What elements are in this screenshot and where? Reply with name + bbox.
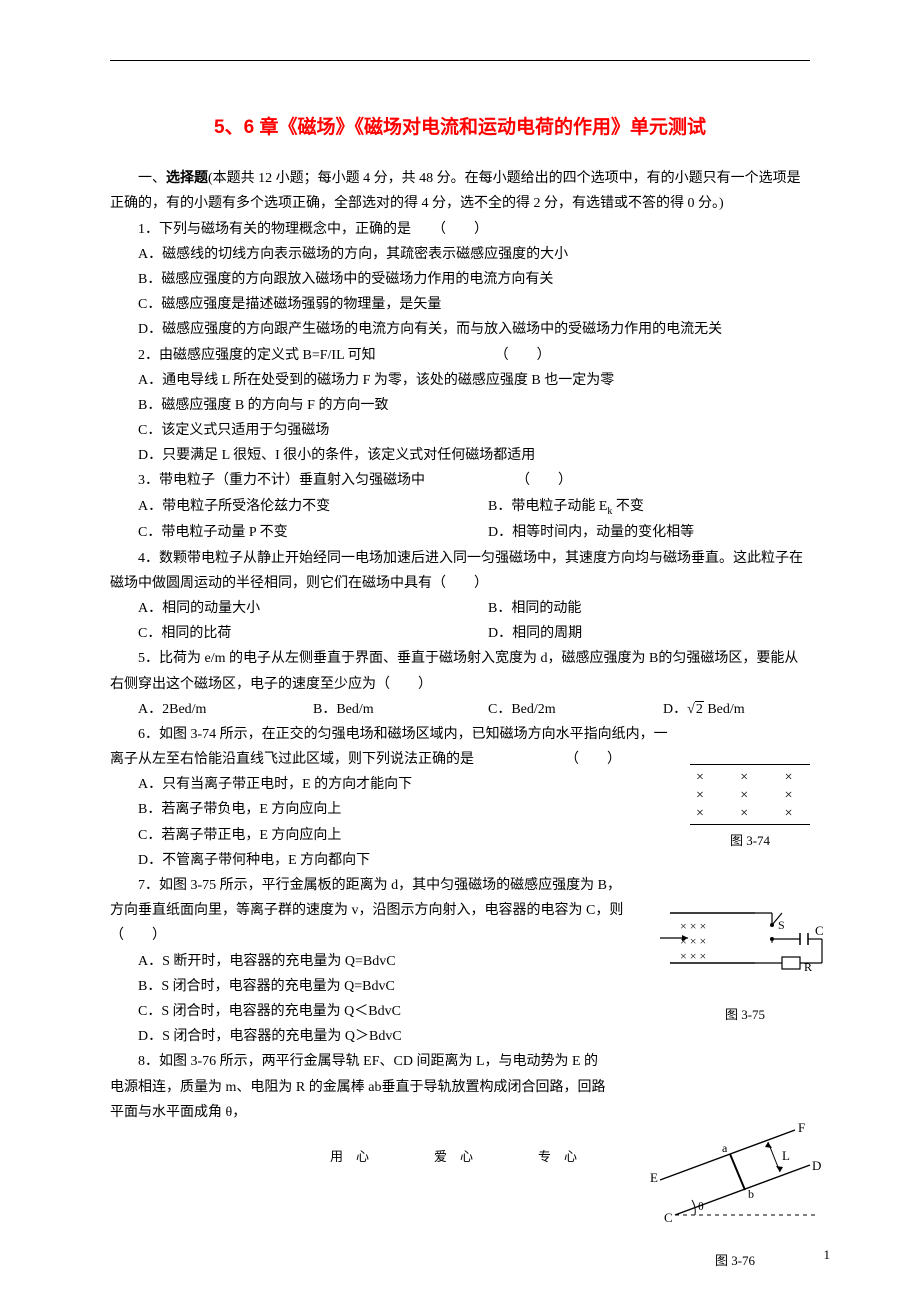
q1-opt-a: A．磁感线的切线方向表示磁场的方向，其疏密表示磁感应强度的大小 [110, 242, 810, 267]
cross-icon: × × × [680, 949, 706, 963]
svg-text:F: F [798, 1120, 805, 1135]
q5-stem: 5．比荷为 e/m 的电子从左侧垂直于界面、垂直于磁场射入宽度为 d，磁感应强度… [110, 646, 810, 696]
q4-row2: C．相同的比荷 D．相同的周期 [110, 621, 810, 646]
q5-d-pre: D． [663, 702, 687, 717]
page-container: 5、6 章《磁场》《磁场对电流和运动电荷的作用》单元测试 一、选择题(本题共 1… [0, 0, 920, 1302]
fig74-row2: × × × [696, 787, 804, 805]
svg-text:R: R [804, 960, 812, 974]
q1-opt-d: D．磁感应强度的方向跟产生磁场的电流方向有关，而与放入磁场中的受磁场力作用的电流… [110, 317, 810, 342]
fig76-svg: L F D E C a b θ [640, 1120, 830, 1235]
top-rule [110, 60, 810, 61]
svg-text:a: a [722, 1141, 728, 1155]
q3-row1: A．带电粒子所受洛伦兹力不变 B．带电粒子动能 Ek 不变 [110, 494, 810, 521]
section-intro: 一、选择题(本题共 12 小题；每小题 4 分，共 48 分。在每小题给出的四个… [110, 165, 810, 216]
figure-3-75: × × × × × × × × × S C R [660, 895, 830, 1027]
q3-opt-c: C．带电粒子动量 P 不变 [110, 520, 460, 545]
section-name: 选择题 [166, 169, 208, 185]
section-label: 一、 [138, 171, 166, 186]
fig75-label: 图 3-75 [660, 1003, 830, 1026]
q8-stem: 8．如图 3-76 所示，两平行金属导轨 EF、CD 间距离为 L，与电动势为 … [110, 1049, 810, 1125]
fig74-box: × × × × × × × × × [690, 764, 810, 825]
q1-opt-c: C．磁感应强度是描述磁场强弱的物理量，是矢量 [110, 292, 810, 317]
svg-text:b: b [748, 1187, 754, 1201]
q5-d-sqrt: 2 [695, 701, 704, 717]
q2-opt-d: D．只要满足 L 很短、I 很小的条件，该定义式对任何磁场都适用 [110, 443, 810, 468]
q2-opt-c: C．该定义式只适用于匀强磁场 [110, 418, 810, 443]
section-desc: (本题共 12 小题；每小题 4 分，共 48 分。在每小题给出的四个选项中，有… [110, 171, 801, 211]
figure-3-74: × × × × × × × × × 图 3-74 [690, 764, 810, 852]
q5-opt-a: A．2Bed/m [110, 697, 285, 722]
q4-row1: A．相同的动量大小 B．相同的动能 [110, 596, 810, 621]
q3-b-pre: B．带电粒子动能 E [488, 499, 607, 514]
q5-opt-c: C．Bed/2m [460, 697, 635, 722]
svg-text:E: E [650, 1170, 658, 1185]
q3-stem: 3．带电粒子（重力不计）垂直射入匀强磁场中 （ ） [110, 468, 810, 493]
q3-b-tail: 不变 [612, 499, 644, 514]
svg-text:S: S [778, 918, 785, 932]
q4-opt-b: B．相同的动能 [460, 596, 810, 621]
q1-stem: 1．下列与磁场有关的物理概念中，正确的是 （ ） [110, 217, 810, 242]
q3-opt-d: D．相等时间内，动量的变化相等 [460, 520, 810, 545]
q4-stem: 4．数颗带电粒子从静止开始经同一电场加速后进入同一匀强磁场中，其速度方向均与磁场… [110, 546, 810, 596]
figure-3-76: L F D E C a b θ 图 3-76 [640, 1120, 830, 1272]
q1-opt-b: B．磁感应强度的方向跟放入磁场中的受磁场力作用的电流方向有关 [110, 267, 810, 292]
svg-text:D: D [812, 1158, 821, 1173]
fig76-label: 图 3-76 [640, 1249, 830, 1272]
q7-opt-d: D．S 闭合时，电容器的充电量为 Q＞BdvC [110, 1024, 810, 1049]
q3-opt-b: B．带电粒子动能 Ek 不变 [460, 494, 810, 521]
q5-d-post: Bed/m [704, 702, 745, 717]
fig75-svg: × × × × × × × × × S C R [660, 895, 830, 990]
q2-opt-a: A．通电导线 L 所在处受到的磁场力 F 为零，该处的磁感应强度 B 也一定为零 [110, 368, 810, 393]
svg-text:C: C [664, 1210, 673, 1225]
q2-opt-b: B．磁感应强度 B 的方向与 F 的方向一致 [110, 393, 810, 418]
q5-opt-b: B．Bed/m [285, 697, 460, 722]
fig74-row3: × × × [696, 805, 804, 823]
fig74-row1: × × × [696, 769, 804, 787]
cross-icon: × × × [680, 934, 706, 948]
main-title: 5、6 章《磁场》《磁场对电流和运动电荷的作用》单元测试 [110, 111, 810, 145]
q4-opt-c: C．相同的比荷 [110, 621, 460, 646]
svg-text:L: L [782, 1148, 790, 1163]
svg-text:C: C [815, 923, 824, 938]
q4-opt-d: D．相同的周期 [460, 621, 810, 646]
q3-row2: C．带电粒子动量 P 不变 D．相等时间内，动量的变化相等 [110, 520, 810, 545]
cross-icon: × × × [680, 919, 706, 933]
q5-opt-d: D．√2 Bed/m [635, 697, 810, 722]
fig74-label: 图 3-74 [690, 829, 810, 852]
q3-opt-a: A．带电粒子所受洛伦兹力不变 [110, 494, 460, 521]
q5-opts: A．2Bed/m B．Bed/m C．Bed/2m D．√2 Bed/m [110, 697, 810, 722]
svg-text:θ: θ [698, 1199, 704, 1213]
q2-stem: 2．由磁感应强度的定义式 B=F/IL 可知 （ ） [110, 343, 810, 368]
q4-opt-a: A．相同的动量大小 [110, 596, 460, 621]
